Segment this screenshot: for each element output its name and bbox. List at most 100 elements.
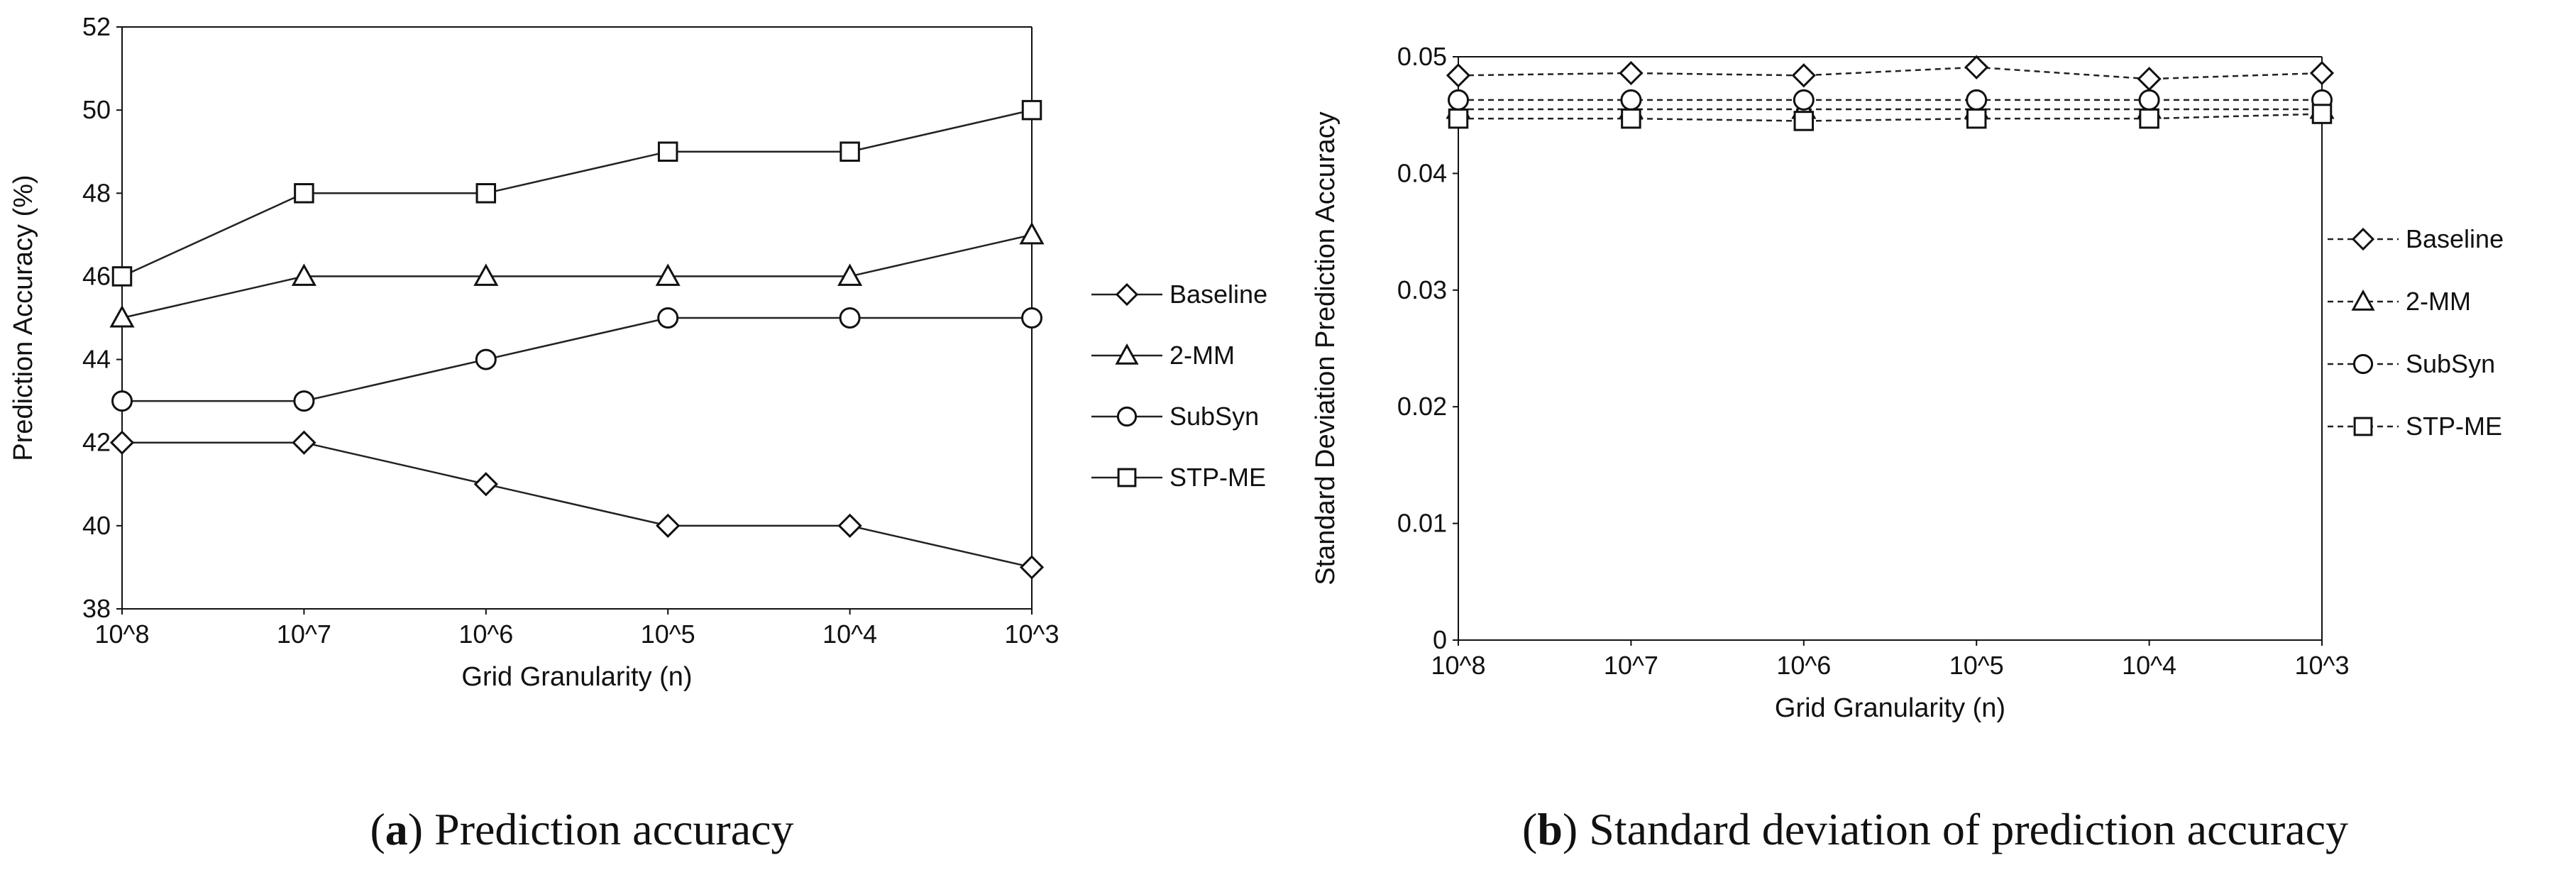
- chart-b-y-tick-label-0-01: 0.01: [1397, 509, 1447, 538]
- chart-a-y-tick-label-44: 44: [82, 345, 111, 374]
- chart-a-point-baseline-10-7: [292, 430, 317, 455]
- chart-a-legend-label-baseline: Baseline: [1169, 280, 1267, 309]
- chart-a-point-subsyn-10-6: [475, 348, 497, 370]
- chart-a-series-line-stp-me: [121, 109, 1033, 277]
- chart-b-x-axis-title: Grid Granularity (n): [1775, 693, 2005, 723]
- chart-b-point-stp-me-10-7: [1621, 108, 1641, 129]
- chart-a-point-2-mm-10-7: [291, 263, 317, 286]
- chart-b-y-tick-label-0: 0: [1433, 625, 1447, 654]
- chart-a-point-subsyn-10-4: [839, 307, 861, 329]
- chart-b-point-baseline-10-4: [2137, 67, 2162, 92]
- chart-b-point-stp-me-10-5: [1966, 108, 1987, 129]
- chart-a-y-tick-label-40: 40: [82, 511, 111, 540]
- chart-b-point-stp-me-10-8: [1448, 108, 1469, 129]
- chart-a-point-baseline-10-6: [473, 472, 498, 497]
- chart-b-caption-open-paren: (: [1522, 804, 1537, 854]
- chart-a-y-tick-label-46: 46: [82, 261, 111, 290]
- chart-b-point-baseline-10-8: [1446, 63, 1471, 88]
- chart-a-legend-marker-stp-me: [1117, 468, 1137, 488]
- chart-b-legend-label-2-mm: 2-MM: [2406, 287, 2471, 316]
- chart-a-point-2-mm-10-5: [655, 263, 681, 286]
- chart-a-point-stp-me-10-5: [657, 141, 678, 162]
- chart-a-point-stp-me-10-6: [475, 183, 497, 204]
- chart-a-point-subsyn-10-7: [293, 390, 315, 412]
- chart-b-x-tick-label-10-8: 10^8: [1431, 651, 1486, 680]
- chart-a-caption-close-paren: ): [408, 804, 434, 854]
- chart-a-x-tick-label-10-8: 10^8: [95, 620, 150, 649]
- chart-b-caption: (b) Standard deviation of prediction acc…: [1522, 804, 2348, 854]
- chart-a-point-stp-me-10-4: [840, 141, 860, 162]
- chart-a-point-2-mm-10-3: [1019, 221, 1045, 245]
- chart-a-point-2-mm-10-4: [837, 263, 863, 286]
- chart-a-y-tick-label-52: 52: [82, 12, 111, 41]
- chart-b-point-stp-me-10-6: [1793, 111, 1815, 131]
- chart-b-point-subsyn-10-7: [1620, 89, 1642, 111]
- chart-a-legend-marker-subsyn: [1116, 406, 1138, 427]
- chart-a-x-tick-label-10-3: 10^3: [1005, 620, 1059, 649]
- chart-b-y-tick-label-0-05: 0.05: [1397, 42, 1447, 71]
- chart-b-point-baseline-10-7: [1619, 60, 1644, 86]
- chart-b-legend-marker-baseline: [2351, 227, 2375, 251]
- chart-b-point-stp-me-10-4: [2139, 108, 2159, 129]
- chart-b-legend-marker-2-mm: [2351, 289, 2375, 311]
- chart-a-series-line-baseline: [122, 441, 1033, 568]
- chart-b-y-tick-label-0-03: 0.03: [1397, 275, 1447, 304]
- chart-b-point-subsyn-10-6: [1793, 89, 1815, 111]
- chart-a-x-tick-label-10-4: 10^4: [822, 620, 877, 649]
- chart-a-prediction-accuracy: 38 40 42 44 46 48 50 52 10^8 10^7 10^6 10^5 10^4 10^3…: [9, 12, 1267, 854]
- chart-a-x-tick-label-10-7: 10^7: [277, 620, 331, 649]
- chart-a-series-line-2-mm: [121, 233, 1033, 319]
- chart-b-legend-label-baseline: Baseline: [2406, 224, 2504, 253]
- chart-b-x-tick-label-10-6: 10^6: [1776, 651, 1831, 680]
- chart-b-legend-marker-subsyn: [2352, 353, 2374, 375]
- chart-b-x-tick-label-10-3: 10^3: [2295, 651, 2350, 680]
- chart-a-legend-marker-2-mm: [1115, 343, 1139, 365]
- chart-b-series-line-baseline: [1458, 66, 2323, 80]
- chart-a-point-stp-me-10-3: [1021, 99, 1042, 121]
- chart-a-series-line-subsyn: [122, 316, 1032, 402]
- chart-b-x-tick-label-10-7: 10^7: [1604, 651, 1658, 680]
- chart-a-x-tick-label-10-6: 10^6: [458, 620, 513, 649]
- chart-b-caption-letter: b: [1537, 804, 1563, 854]
- chart-b-point-subsyn-10-8: [1448, 89, 1469, 111]
- chart-b-point-baseline-10-5: [1964, 55, 1989, 79]
- chart-b-x-tick-label-10-5: 10^5: [1949, 651, 2004, 680]
- chart-a-point-baseline-10-3: [1019, 555, 1045, 580]
- chart-a-y-axis-title: Prediction Accuracy (%): [9, 175, 38, 461]
- chart-a-point-baseline-10-4: [837, 513, 862, 538]
- chart-a-legend-marker-baseline: [1115, 282, 1139, 307]
- chart-a-y-tick-label-38: 38: [82, 594, 111, 623]
- chart-b-series-line-stp-me: [1458, 113, 2323, 122]
- chart-a-point-subsyn-10-8: [111, 390, 133, 412]
- chart-b-caption-close-paren: ): [1563, 804, 1589, 854]
- chart-a-x-axis-title: Grid Granularity (n): [461, 662, 692, 692]
- chart-a-y-tick-label-42: 42: [82, 428, 111, 457]
- chart-a-y-tick-label-50: 50: [82, 95, 111, 124]
- chart-b-x-tick-label-10-4: 10^4: [2122, 651, 2176, 680]
- chart-a-legend-label-stp-me: STP-ME: [1169, 463, 1266, 492]
- chart-b-y-axis-title: Standard Deviation Prediction Accuracy: [1311, 111, 1341, 585]
- chart-b-point-baseline-10-3: [2309, 60, 2335, 86]
- chart-b-y-tick-label-0-04: 0.04: [1397, 158, 1447, 187]
- chart-a-point-subsyn-10-3: [1021, 307, 1042, 329]
- chart-b-caption-text: Standard deviation of prediction accurac…: [1589, 804, 2348, 854]
- chart-b-standard-deviation: 0 0.01 0.02 0.03 0.04 0.05 10^8 10^7 10^6 10^5 10^…: [1311, 42, 2504, 854]
- chart-b-point-stp-me-10-3: [2311, 104, 2333, 124]
- chart-a-caption-open-paren: (: [370, 804, 385, 854]
- chart-a-point-baseline-10-5: [656, 513, 681, 538]
- chart-b-point-baseline-10-6: [1791, 63, 1816, 88]
- chart-a-point-subsyn-10-5: [657, 307, 679, 329]
- chart-a-caption-text: Prediction accuracy: [434, 804, 793, 854]
- chart-a-point-stp-me-10-7: [294, 183, 314, 204]
- chart-a-point-2-mm-10-6: [473, 263, 499, 286]
- chart-b-point-subsyn-10-5: [1966, 89, 1988, 111]
- chart-b-y-tick-label-0-02: 0.02: [1397, 392, 1447, 421]
- chart-b-legend-label-stp-me: STP-ME: [2406, 412, 2502, 441]
- chart-a-caption-letter: a: [385, 804, 408, 854]
- chart-a-x-tick-label-10-5: 10^5: [641, 620, 695, 649]
- chart-b-point-subsyn-10-4: [2138, 89, 2160, 111]
- chart-a-point-stp-me-10-8: [111, 266, 133, 287]
- chart-a-point-baseline-10-8: [109, 430, 135, 455]
- chart-a-legend-label-2-mm: 2-MM: [1169, 341, 1235, 370]
